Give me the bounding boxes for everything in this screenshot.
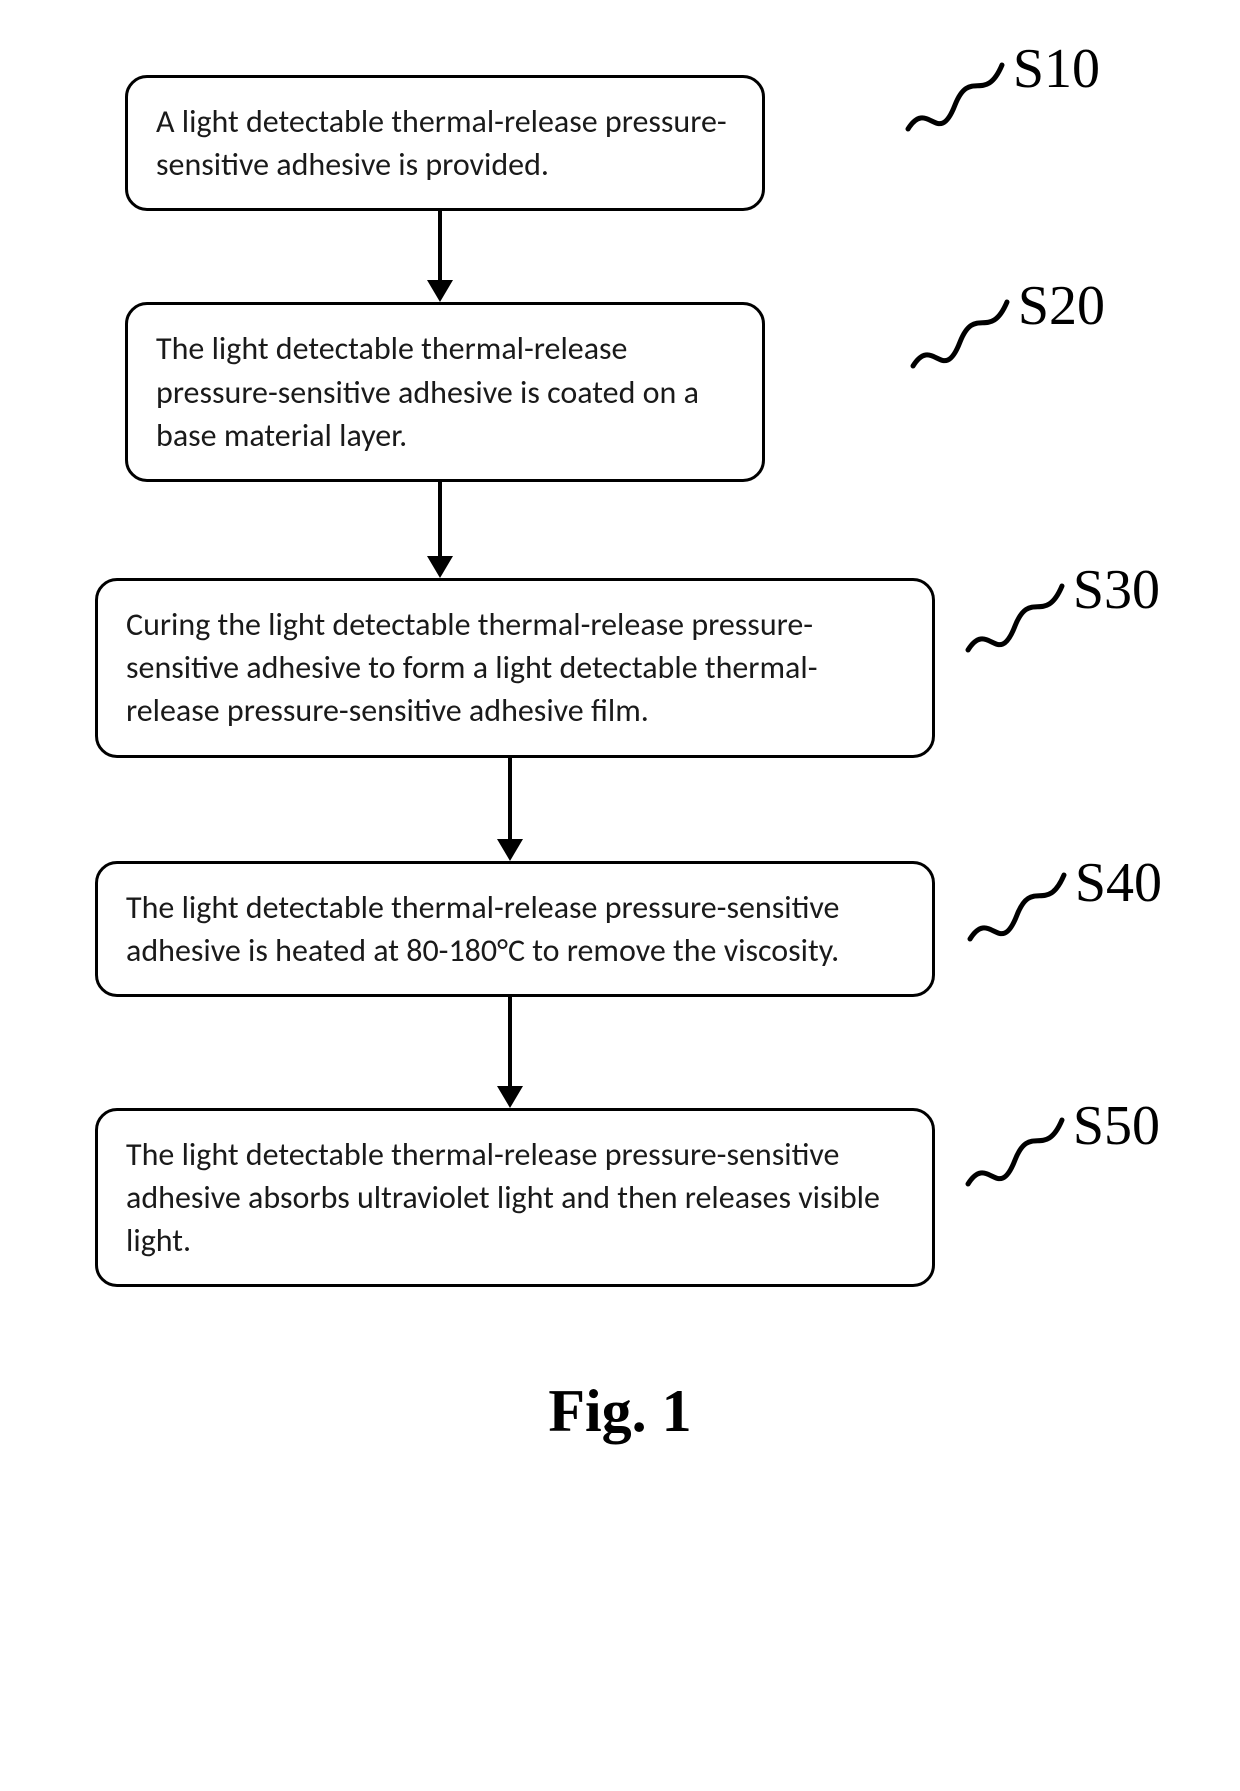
squiggle-connector-icon	[960, 1112, 1070, 1192]
squiggle-connector-icon	[905, 294, 1015, 374]
flow-step-box: The light detectable thermal-release pre…	[95, 1108, 935, 1288]
flow-step-box: The light detectable thermal-release pre…	[95, 861, 935, 997]
flow-step-label: S50	[1073, 1094, 1160, 1158]
flow-step: Curing the light detectable thermal-rele…	[0, 578, 1240, 758]
flow-step: The light detectable thermal-release pre…	[0, 1108, 1240, 1288]
flow-step: The light detectable thermal-release pre…	[0, 861, 1240, 997]
figure-caption: Fig. 1	[0, 1377, 1240, 1446]
flow-step-text: The light detectable thermal-release pre…	[156, 329, 699, 454]
flow-step: The light detectable thermal-release pre…	[0, 302, 1240, 482]
flow-step-text: The light detectable thermal-release pre…	[126, 888, 839, 970]
squiggle-connector-icon	[960, 578, 1070, 658]
arrow-line	[508, 997, 512, 1087]
flow-step: A light detectable thermal-release press…	[0, 75, 1240, 211]
squiggle-connector-icon	[962, 867, 1072, 947]
arrow-down-icon	[0, 482, 1060, 578]
flow-step-text: The light detectable thermal-release pre…	[126, 1135, 880, 1260]
arrow-head	[497, 1086, 523, 1108]
flow-step-text: A light detectable thermal-release press…	[156, 102, 727, 184]
flow-step-label: S30	[1073, 558, 1160, 622]
arrow-down-icon	[0, 211, 1060, 302]
flow-step-box: Curing the light detectable thermal-rele…	[95, 578, 935, 758]
flow-step-box: The light detectable thermal-release pre…	[125, 302, 765, 482]
flow-step-text: Curing the light detectable thermal-rele…	[126, 605, 817, 730]
flow-step-label: S10	[1013, 37, 1100, 101]
flowchart: A light detectable thermal-release press…	[0, 0, 1240, 1287]
flow-step-label: S20	[1018, 274, 1105, 338]
arrow-down-icon	[0, 758, 1130, 861]
flow-step-box: A light detectable thermal-release press…	[125, 75, 765, 211]
flow-step-label: S40	[1075, 851, 1162, 915]
arrow-line	[438, 211, 442, 281]
squiggle-connector-icon	[900, 57, 1010, 137]
arrow-down-icon	[0, 997, 1130, 1108]
arrow-head	[497, 839, 523, 861]
arrow-head	[427, 280, 453, 302]
flowchart-container: A light detectable thermal-release press…	[0, 0, 1240, 1446]
arrow-line	[508, 758, 512, 840]
arrow-line	[438, 482, 442, 557]
arrow-head	[427, 556, 453, 578]
